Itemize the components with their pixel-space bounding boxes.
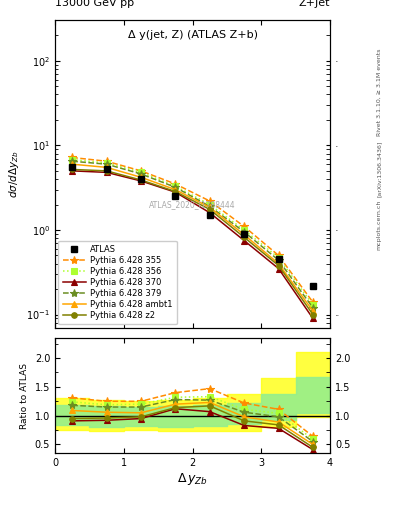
Line: Pythia 6.428 379: Pythia 6.428 379 <box>68 157 317 312</box>
Pythia 6.428 379 <box>276 257 281 263</box>
Pythia 6.428 356 <box>104 160 109 166</box>
Pythia 6.428 356 <box>276 254 281 261</box>
ATLAS <box>70 164 75 170</box>
Y-axis label: Ratio to ATLAS: Ratio to ATLAS <box>20 362 29 429</box>
Pythia 6.428 ambt1 <box>242 231 246 238</box>
Pythia 6.428 z2 <box>310 311 315 317</box>
Pythia 6.428 356 <box>310 302 315 308</box>
ATLAS <box>276 257 281 263</box>
Pythia 6.428 379 <box>139 171 143 177</box>
Line: Pythia 6.428 356: Pythia 6.428 356 <box>70 157 316 308</box>
ATLAS <box>242 231 246 237</box>
Line: Pythia 6.428 ambt1: Pythia 6.428 ambt1 <box>70 161 316 314</box>
Text: Z+Jet: Z+Jet <box>299 0 330 8</box>
ATLAS <box>208 212 212 218</box>
Pythia 6.428 370 <box>70 168 75 174</box>
Pythia 6.428 379 <box>173 184 178 190</box>
Text: Rivet 3.1.10, ≥ 3.1M events: Rivet 3.1.10, ≥ 3.1M events <box>377 49 382 136</box>
Pythia 6.428 z2 <box>70 166 75 173</box>
ATLAS <box>139 176 143 182</box>
Pythia 6.428 355 <box>139 168 143 174</box>
Pythia 6.428 z2 <box>173 188 178 195</box>
ATLAS <box>104 166 109 173</box>
Pythia 6.428 370 <box>139 178 143 184</box>
Pythia 6.428 355 <box>242 223 246 229</box>
Pythia 6.428 355 <box>70 155 75 161</box>
Pythia 6.428 355 <box>276 252 281 259</box>
Pythia 6.428 ambt1 <box>139 174 143 180</box>
Pythia 6.428 356 <box>173 183 178 189</box>
Line: Pythia 6.428 355: Pythia 6.428 355 <box>68 153 317 306</box>
Pythia 6.428 z2 <box>276 263 281 269</box>
Line: ATLAS: ATLAS <box>69 164 316 289</box>
Pythia 6.428 370 <box>104 169 109 176</box>
Text: 13000 GeV pp: 13000 GeV pp <box>55 0 134 8</box>
Pythia 6.428 370 <box>276 266 281 272</box>
Text: Δ y(jet, Z) (ATLAS Z+b): Δ y(jet, Z) (ATLAS Z+b) <box>128 30 257 40</box>
Pythia 6.428 379 <box>70 158 75 164</box>
Pythia 6.428 ambt1 <box>208 204 212 210</box>
Text: mcplots.cern.ch: mcplots.cern.ch <box>377 200 382 250</box>
Line: Pythia 6.428 z2: Pythia 6.428 z2 <box>70 167 316 317</box>
Pythia 6.428 355 <box>208 198 212 204</box>
Pythia 6.428 379 <box>104 161 109 167</box>
Pythia 6.428 356 <box>242 227 246 233</box>
Pythia 6.428 ambt1 <box>104 164 109 170</box>
ATLAS <box>310 283 315 289</box>
Pythia 6.428 370 <box>208 209 212 216</box>
Pythia 6.428 370 <box>173 189 178 195</box>
Legend: ATLAS, Pythia 6.428 355, Pythia 6.428 356, Pythia 6.428 370, Pythia 6.428 379, P: ATLAS, Pythia 6.428 355, Pythia 6.428 35… <box>58 241 177 324</box>
Pythia 6.428 z2 <box>208 206 212 212</box>
Text: [arXiv:1306.3436]: [arXiv:1306.3436] <box>377 141 382 197</box>
Pythia 6.428 ambt1 <box>173 186 178 193</box>
ATLAS <box>173 193 178 199</box>
Pythia 6.428 356 <box>70 157 75 163</box>
Pythia 6.428 z2 <box>139 177 143 183</box>
Pythia 6.428 370 <box>310 315 315 322</box>
Pythia 6.428 ambt1 <box>276 261 281 267</box>
Line: Pythia 6.428 370: Pythia 6.428 370 <box>70 168 316 321</box>
Text: ATLAS_2020_I1788444: ATLAS_2020_I1788444 <box>149 200 236 209</box>
X-axis label: $\Delta\,y_{Zb}$: $\Delta\,y_{Zb}$ <box>177 471 208 487</box>
Pythia 6.428 379 <box>242 229 246 235</box>
Pythia 6.428 ambt1 <box>310 308 315 314</box>
Pythia 6.428 356 <box>208 201 212 207</box>
Pythia 6.428 379 <box>310 305 315 311</box>
Pythia 6.428 356 <box>139 169 143 176</box>
Pythia 6.428 355 <box>310 299 315 305</box>
Pythia 6.428 379 <box>208 203 212 209</box>
Pythia 6.428 355 <box>173 181 178 187</box>
Y-axis label: $d\sigma/d\Delta y_{Zb}$: $d\sigma/d\Delta y_{Zb}$ <box>7 150 21 198</box>
Pythia 6.428 355 <box>104 158 109 164</box>
Pythia 6.428 z2 <box>104 168 109 174</box>
Pythia 6.428 370 <box>242 238 246 244</box>
Pythia 6.428 z2 <box>242 234 246 240</box>
Pythia 6.428 ambt1 <box>70 161 75 167</box>
